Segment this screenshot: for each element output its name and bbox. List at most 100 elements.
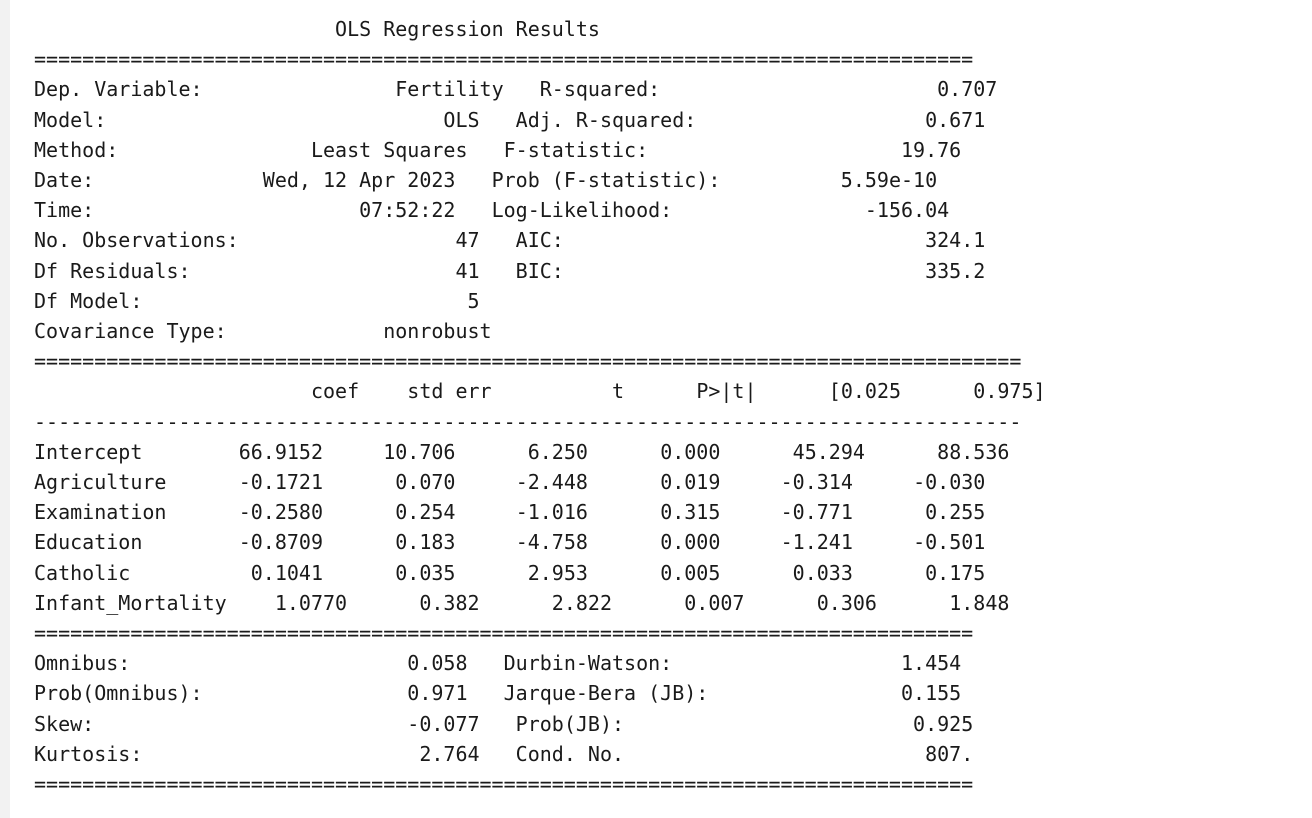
t-value: -4.758	[515, 530, 588, 555]
ci-low-value: -0.771	[780, 500, 853, 525]
bottom-stat-value: 807.	[925, 741, 974, 766]
coef-row-name: Intercept	[34, 439, 143, 464]
bottom-label: Prob(Omnibus):	[34, 681, 203, 706]
coef-row: Intercept 66.9152 10.706 6.250 0.000 45.…	[34, 440, 1009, 464]
output-gutter	[0, 0, 10, 818]
bottom-stat-row: Skew: -0.077 Prob(JB): 0.925	[34, 712, 973, 736]
p-value: 0.000	[660, 439, 721, 464]
coef-row-name: Agriculture	[34, 470, 167, 495]
bottom-stat-label: Prob(JB):	[515, 711, 625, 736]
ci-high-value: -0.030	[913, 470, 986, 495]
std-err-value: 0.070	[395, 470, 456, 495]
rule-equals: ========================================…	[34, 47, 974, 72]
ci-high-value: 0.255	[925, 500, 986, 525]
coef-row-name: Examination	[34, 500, 167, 525]
bottom-stat-row: Kurtosis: 2.764 Cond. No. 807.	[34, 742, 973, 766]
bottom-stat-label: Jarque-Bera (JB):	[503, 681, 709, 706]
coef-value: 66.9152	[238, 439, 323, 464]
top-label: Model:	[34, 107, 107, 132]
p-value: 0.005	[660, 560, 721, 585]
top-value: 5	[467, 288, 480, 313]
top-stat-label: AIC:	[515, 228, 564, 253]
summary-title: OLS Regression Results	[335, 17, 600, 41]
top-label: Date:	[34, 168, 95, 193]
coef-row: Infant_Mortality 1.0770 0.382 2.822 0.00…	[34, 591, 1009, 615]
top-label: Df Residuals:	[34, 258, 191, 283]
coef-value: -0.8709	[238, 530, 323, 555]
bottom-stat-row: Omnibus: 0.058 Durbin-Watson: 1.454	[34, 651, 961, 675]
top-stat-row: Date: Wed, 12 Apr 2023 Prob (F-statistic…	[34, 168, 937, 192]
top-label: Method:	[34, 137, 119, 162]
top-label: Time:	[34, 198, 95, 223]
top-stat-value: 335.2	[925, 258, 986, 283]
top-value: nonrobust	[383, 319, 492, 344]
col-header-p: P>|t|	[696, 379, 757, 404]
bottom-stat-value: 0.155	[900, 681, 962, 706]
coef-row-name: Catholic	[34, 560, 131, 585]
std-err-value: 0.035	[395, 560, 456, 585]
t-value: 6.250	[527, 439, 588, 464]
ci-low-value: -0.314	[780, 470, 853, 495]
coef-row: Catholic 0.1041 0.035 2.953 0.005 0.033 …	[34, 561, 985, 585]
p-value: 0.000	[660, 530, 721, 555]
top-stat-value: 19.76	[901, 137, 962, 162]
ci-low-value: 0.033	[792, 560, 853, 585]
top-stat-label: F-statistic:	[503, 137, 649, 162]
coef-value: 1.0770	[274, 590, 348, 615]
col-header-ci-low: [0.025	[828, 379, 902, 404]
rule-equals: ========================================…	[34, 772, 974, 797]
coef-header-row: coef std err t P>|t| [0.025 0.975]	[34, 379, 1046, 403]
top-stat-label: R-squared:	[539, 77, 661, 102]
ci-low-value: -1.241	[780, 530, 853, 555]
top-value: 47	[455, 228, 480, 253]
top-value: Least Squares	[310, 137, 468, 162]
bottom-label: Omnibus:	[34, 651, 131, 676]
rule-equals: ========================================…	[34, 349, 1022, 374]
coef-value: -0.2580	[238, 500, 323, 525]
top-stat-label: Prob (F-statistic):	[491, 168, 721, 193]
coef-value: 0.1041	[250, 560, 323, 585]
bottom-value: 0.058	[407, 651, 468, 676]
top-stat-label: Adj. R-squared:	[515, 107, 697, 132]
coef-row-name: Education	[34, 530, 143, 555]
title-line: OLS Regression Results	[34, 17, 600, 41]
bottom-label: Skew:	[34, 711, 95, 736]
col-header-std-err: std err	[407, 379, 492, 404]
top-stat-row: Df Model: 5	[34, 289, 480, 313]
col-header-t: t	[612, 379, 625, 404]
top-label: Dep. Variable:	[34, 77, 203, 102]
top-stat-row: Dep. Variable: Fertility R-squared: 0.70…	[34, 77, 997, 101]
top-stat-value: 0.707	[937, 77, 998, 102]
top-label: No. Observations:	[34, 228, 239, 253]
std-err-value: 0.183	[395, 530, 456, 555]
top-label: Df Model:	[34, 288, 143, 313]
bottom-stat-value: 1.454	[900, 651, 962, 676]
std-err-value: 0.382	[419, 590, 480, 615]
ci-high-value: 0.175	[925, 560, 986, 585]
top-stat-value: 324.1	[925, 228, 986, 253]
bottom-value: -0.077	[407, 711, 480, 736]
bottom-stat-row: Prob(Omnibus): 0.971 Jarque-Bera (JB): 0…	[34, 681, 961, 705]
bottom-stat-label: Durbin-Watson:	[503, 651, 673, 676]
bottom-value: 2.764	[419, 741, 480, 766]
rule-dashes: ----------------------------------------…	[34, 409, 1022, 434]
ci-high-value: 88.536	[937, 439, 1010, 464]
top-stat-row: Method: Least Squares F-statistic: 19.76	[34, 138, 961, 162]
bottom-label: Kurtosis:	[34, 741, 143, 766]
top-stat-label: Log-Likelihood:	[491, 198, 673, 223]
top-label: Covariance Type:	[34, 319, 227, 344]
col-header-coef: coef	[310, 379, 360, 404]
t-value: -2.448	[515, 470, 588, 495]
p-value: 0.007	[684, 590, 745, 615]
std-err-value: 10.706	[383, 439, 456, 464]
top-stat-row: No. Observations: 47 AIC: 324.1	[34, 228, 985, 252]
top-value: Fertility	[395, 77, 504, 102]
coef-value: -0.1721	[238, 470, 323, 495]
top-stat-row: Model: OLS Adj. R-squared: 0.671	[34, 108, 985, 132]
bottom-stat-label: Cond. No.	[515, 741, 625, 766]
bottom-stat-value: 0.925	[913, 711, 974, 736]
top-stat-row: Time: 07:52:22 Log-Likelihood: -156.04	[34, 198, 949, 222]
top-value: OLS	[443, 107, 480, 132]
std-err-value: 0.254	[395, 500, 456, 525]
ci-high-value: 1.848	[949, 590, 1010, 615]
